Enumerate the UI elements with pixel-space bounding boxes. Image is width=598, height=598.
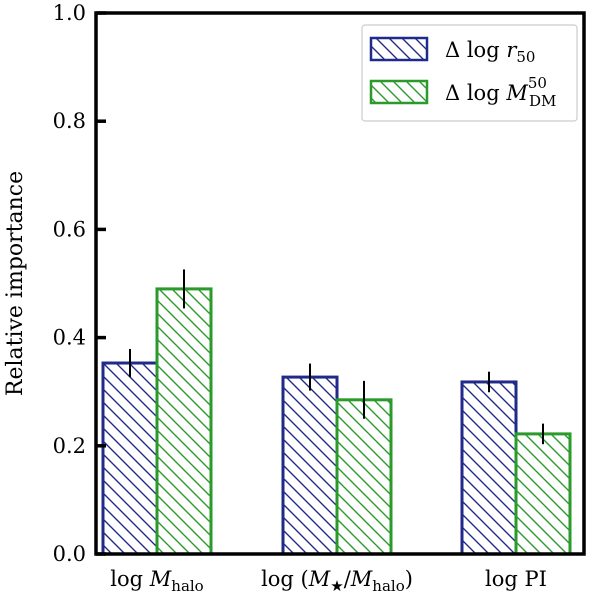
legend-swatch-series2 <box>369 79 429 105</box>
x-category-label: log PI <box>485 567 547 591</box>
bar-series1-category2 <box>281 375 339 556</box>
y-tick-label: 1.0 <box>53 1 86 25</box>
bar-series2-category1 <box>155 287 213 556</box>
y-axis-label: Relative importance <box>3 171 28 396</box>
y-axis-ticks: 0.0 0.2 0.4 0.6 0.8 1.0 <box>53 1 106 566</box>
legend: Δ log r50 Δ log M50 DM <box>361 24 578 122</box>
x-axis-category-labels: log Mhalo​ log (M★​/Mhalo​) log PI <box>110 567 547 595</box>
legend-swatch-series1 <box>369 36 429 62</box>
plot-frame <box>94 11 586 556</box>
bar-series2-category2 <box>335 398 393 556</box>
x-category-label: log (M★​/Mhalo​) <box>261 567 413 595</box>
bar-series1-category1 <box>101 361 159 556</box>
bar-series2-category3 <box>514 432 572 556</box>
bar-series1-category3 <box>460 380 518 556</box>
y-tick-label: 0.0 <box>53 542 86 566</box>
y-tick-label: 0.6 <box>53 217 86 241</box>
legend-label-series2: Δ log M50 DM <box>445 74 556 110</box>
x-category-label: log Mhalo​ <box>110 567 203 595</box>
legend-label-series1: Δ log r50 <box>445 38 535 66</box>
error-bars-layer <box>129 269 544 445</box>
y-tick-label: 0.8 <box>53 109 86 133</box>
y-tick-label: 0.2 <box>53 434 86 458</box>
bars-layer <box>101 287 572 556</box>
y-tick-label: 0.4 <box>53 326 86 350</box>
